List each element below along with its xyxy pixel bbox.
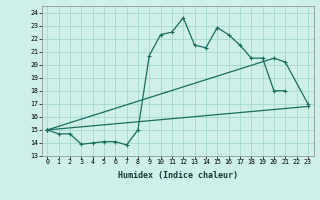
X-axis label: Humidex (Indice chaleur): Humidex (Indice chaleur) — [118, 171, 237, 180]
